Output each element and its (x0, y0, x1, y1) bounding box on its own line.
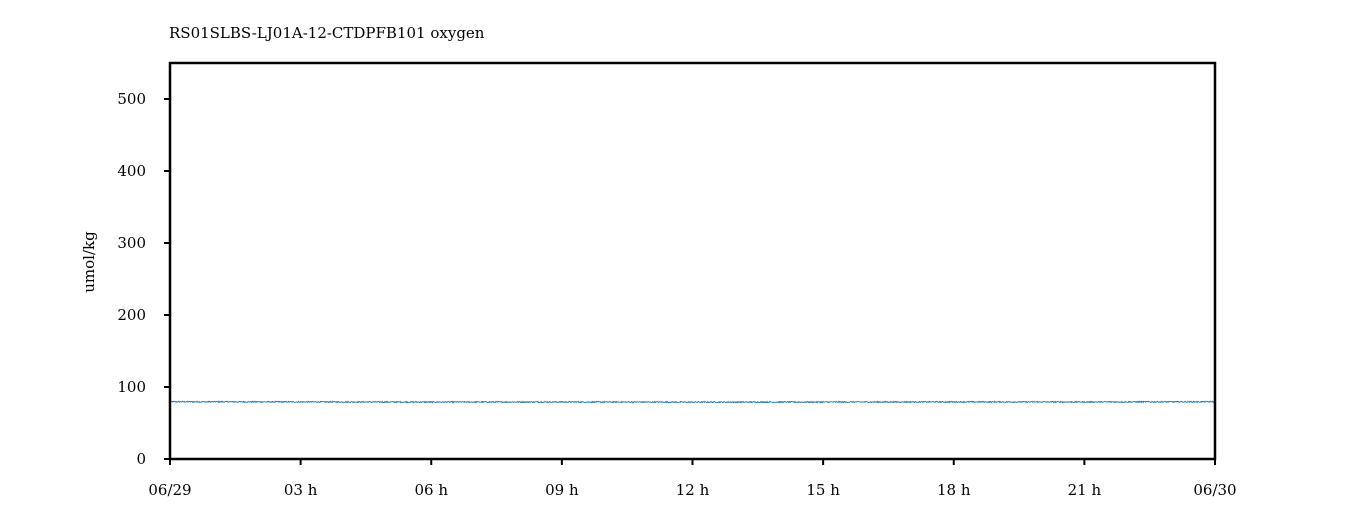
x-tick-label: 06 h (414, 481, 448, 499)
data-point (1083, 401, 1085, 403)
y-tick-label: 100 (117, 378, 146, 396)
y-tick-label: 400 (117, 162, 146, 180)
x-tick-label: 18 h (937, 481, 971, 499)
data-point (430, 401, 432, 403)
series-layer (169, 400, 1216, 404)
y-axis-label: umol/kg (80, 231, 98, 293)
data-point (953, 401, 955, 403)
x-tick-label: 12 h (676, 481, 710, 499)
data-point (561, 401, 563, 403)
x-axis: 06/29 03 h 06 h 09 h 12 h 15 h 18 h 21 h 06/30 (148, 459, 1237, 499)
data-point (691, 401, 694, 403)
y-tick-label: 200 (117, 306, 146, 324)
x-tick-label: 09 h (545, 481, 579, 499)
x-tick-label: 06/29 (148, 481, 191, 499)
x-tick-label: 21 h (1068, 481, 1102, 499)
plot-area (168, 61, 1217, 461)
plot-frame (168, 61, 1217, 461)
x-tick-label: 03 h (284, 481, 318, 499)
x-tick-label: 15 h (806, 481, 840, 499)
chart-title: RS01SLBS-LJ01A-12-CTDPFB101 oxygen (169, 24, 485, 42)
data-point (822, 401, 824, 403)
x-tick-label: 06/30 (1193, 481, 1236, 499)
y-tick-label: 300 (117, 234, 146, 252)
y-tick-label: 500 (117, 90, 146, 108)
y-axis: 0 100 200 300 400 500 (117, 90, 170, 468)
data-point (300, 401, 302, 403)
y-tick-label: 0 (136, 450, 146, 468)
